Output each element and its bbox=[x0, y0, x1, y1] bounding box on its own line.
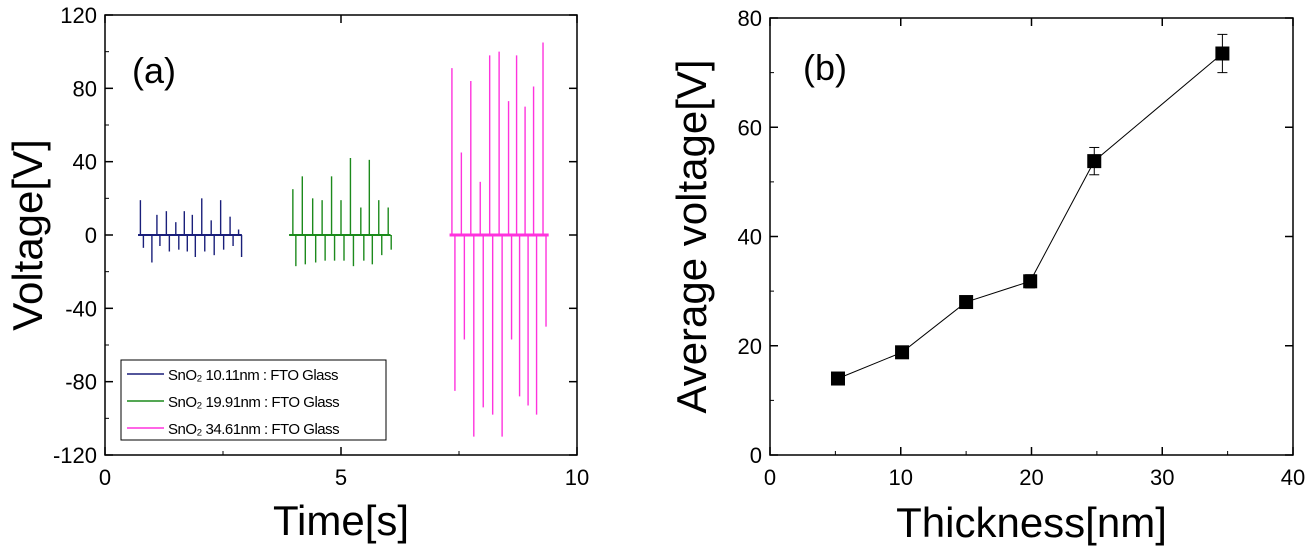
y-tick-label: 40 bbox=[738, 225, 762, 250]
panel-b-y-ticks: 0 20 40 60 80 bbox=[738, 6, 1293, 468]
data-point-marker bbox=[959, 295, 974, 310]
y-tick-label: 80 bbox=[73, 76, 97, 101]
panel-b-x-axis-title: Thickness[nm] bbox=[896, 499, 1167, 546]
data-point-marker bbox=[895, 345, 910, 360]
data-point-marker bbox=[1215, 46, 1230, 61]
legend-label-34nm: SnO₂ 34.61nm : FTO Glass bbox=[168, 421, 339, 438]
y-tick-label: 40 bbox=[73, 150, 97, 175]
panel-b-y-axis-title: Average voltage[V] bbox=[668, 59, 715, 413]
panel-a-x-ticks: 0 5 10 bbox=[99, 15, 589, 490]
y-tick-label: -40 bbox=[65, 296, 97, 321]
panel-a-x-axis-title: Time[s] bbox=[273, 497, 409, 544]
series-trace-0 bbox=[138, 198, 243, 263]
panel-b-x-ticks: 0 10 20 30 40 bbox=[764, 18, 1305, 490]
panel-a-series-group bbox=[138, 42, 549, 437]
data-point-marker bbox=[1023, 274, 1038, 289]
y-tick-label: 20 bbox=[738, 334, 762, 359]
y-tick-label: 0 bbox=[85, 223, 97, 248]
y-tick-label: 60 bbox=[738, 115, 762, 140]
legend-box bbox=[120, 359, 387, 441]
series-line bbox=[837, 53, 1223, 379]
x-tick-label: 20 bbox=[1019, 465, 1043, 490]
x-tick-label: 0 bbox=[764, 465, 776, 490]
y-tick-label: 120 bbox=[60, 3, 97, 28]
panel-b-series-group bbox=[830, 33, 1230, 386]
panel-a-legend: SnO₂ 10.11nm : FTO Glass SnO₂ 19.91nm : … bbox=[120, 359, 387, 441]
legend-label-19nm: SnO₂ 19.91nm : FTO Glass bbox=[168, 394, 339, 411]
legend-label-10nm: SnO₂ 10.11nm : FTO Glass bbox=[168, 367, 338, 384]
panel-a-y-ticks: -120 -80 -40 0 40 80 120 bbox=[53, 3, 577, 468]
series-trace-1 bbox=[289, 158, 392, 267]
data-point-marker bbox=[1087, 154, 1102, 169]
x-tick-label: 30 bbox=[1150, 465, 1174, 490]
y-tick-label: 80 bbox=[738, 6, 762, 31]
x-tick-label: 0 bbox=[99, 465, 111, 490]
data-point-marker bbox=[830, 371, 845, 386]
panel-a-y-axis-title: Voltage[V] bbox=[4, 139, 51, 330]
y-tick-label: 0 bbox=[750, 443, 762, 468]
panel-b-thickness-chart: 0 20 40 60 80 0 10 20 30 40 (b) Thickness[nm] Av… bbox=[668, 6, 1305, 546]
y-tick-label: -120 bbox=[53, 443, 97, 468]
x-tick-label: 10 bbox=[565, 465, 589, 490]
x-tick-label: 5 bbox=[335, 465, 347, 490]
panel-b-plot-frame bbox=[769, 17, 1294, 456]
panel-a-label: (a) bbox=[132, 50, 176, 91]
y-tick-label: -80 bbox=[65, 370, 97, 395]
panel-a-voltage-time-chart: -120 -80 -40 0 40 80 120 0 5 10 (a) Time[s] Volt… bbox=[4, 3, 589, 544]
series-trace-2 bbox=[449, 42, 549, 437]
x-tick-label: 40 bbox=[1281, 465, 1305, 490]
x-tick-label: 10 bbox=[889, 465, 913, 490]
panel-b-label: (b) bbox=[803, 47, 847, 88]
